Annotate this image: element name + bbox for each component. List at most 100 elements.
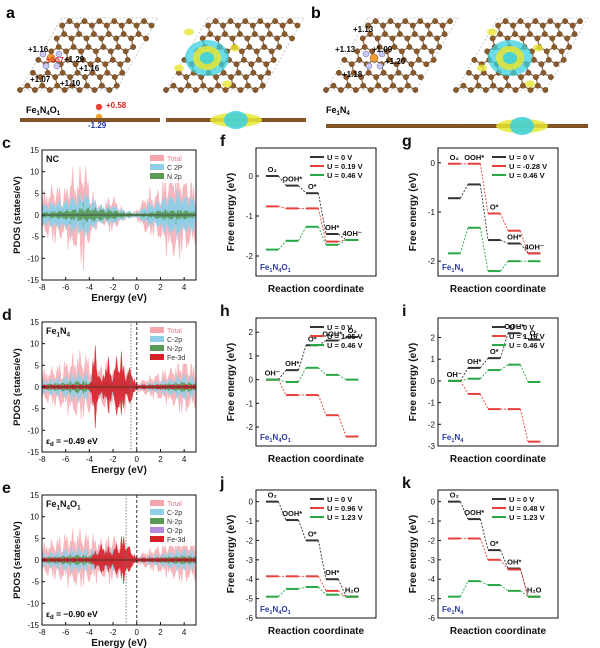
carbon-atom	[520, 82, 526, 89]
carbon-atom	[235, 69, 242, 76]
carbon-atom	[105, 31, 112, 37]
slab-atom	[91, 117, 97, 123]
slab-atom	[369, 123, 375, 129]
carbon-atom	[35, 57, 42, 63]
carbon-atom	[237, 31, 243, 37]
step-label: O₂	[530, 329, 539, 338]
carbon-atom	[432, 18, 439, 25]
panel-c-pdos: c -8 -6 -4 -2 0 2 4 15 10 5 0 -5 -10 -15 Energy (eV) PDO…	[2, 135, 197, 304]
legend-label: N-2p	[167, 519, 182, 526]
legend-swatch	[150, 527, 164, 533]
density-lobe	[533, 44, 543, 52]
carbon-atom	[354, 48, 361, 55]
carbon-atom	[390, 82, 396, 89]
slab-atom	[441, 123, 447, 129]
carbon-atom	[393, 61, 400, 68]
carbon-atom	[525, 69, 532, 76]
structure-name-part: 1	[269, 438, 272, 444]
epsilon-subscript: d	[50, 442, 54, 448]
structure-name-part: 4	[278, 268, 282, 274]
density-core	[503, 52, 517, 64]
carbon-atom	[372, 18, 379, 25]
legend-swatch	[150, 536, 164, 542]
density-lobe	[184, 28, 194, 36]
energy-connector-1-3	[338, 239, 347, 243]
carbon-atom	[388, 74, 394, 81]
carbon-atom	[374, 35, 381, 42]
panel-b-side-slab	[325, 123, 459, 129]
slab-atom	[293, 117, 299, 123]
structure-name: Fe1N4O1	[260, 605, 291, 616]
carbon-atom	[274, 35, 281, 42]
x-tick-label: 0	[135, 628, 140, 637]
carbon-atom	[53, 35, 60, 42]
slab-atom	[273, 117, 279, 123]
carbon-atom	[571, 31, 578, 37]
energy-connector-2-3	[338, 239, 347, 246]
slab-atom	[31, 117, 37, 123]
x-tick-label: -8	[38, 628, 46, 637]
step-label: OH*	[325, 568, 339, 577]
energy-connector-2-1	[479, 227, 489, 272]
slab-atom	[181, 117, 187, 123]
nitrogen-atom	[39, 50, 47, 58]
slab-atom	[413, 123, 419, 129]
carbon-atom	[365, 69, 372, 76]
structure-name-part: N	[272, 605, 278, 614]
energy-connector-2-3	[520, 590, 529, 598]
carbon-atom	[66, 18, 73, 25]
step-label: O*	[490, 347, 499, 356]
slab-atom	[467, 123, 473, 129]
carbon-atom	[505, 82, 512, 89]
carbon-atom	[119, 69, 126, 76]
energy-connector-0-0	[460, 184, 469, 199]
step-label: OH*	[325, 223, 339, 232]
y-axis-label: PDOS (states/eV)	[12, 348, 23, 426]
carbon-atom	[102, 61, 109, 68]
nitrogen-atom	[42, 62, 50, 70]
x-tick-label: -8	[38, 455, 46, 464]
energy-connector-0-1	[479, 518, 489, 551]
charge-label-a-5: +1.07	[30, 75, 51, 84]
slab-atom	[87, 117, 93, 123]
carbon-atom	[401, 57, 407, 63]
energy-connector-2-1	[298, 226, 307, 242]
slab-atom	[571, 123, 577, 129]
y-tick-label: -1	[246, 212, 254, 221]
slab-atom	[55, 117, 61, 123]
slab-atom	[131, 117, 137, 123]
structure-name-part: Fe	[442, 263, 452, 272]
carbon-atom	[367, 31, 374, 37]
slab-atom	[151, 117, 157, 123]
cell-boundary	[165, 17, 305, 91]
pdos-title: Fe1N4O1	[46, 499, 81, 511]
density-lobe	[174, 64, 184, 72]
energy-connector-1-1	[479, 393, 489, 410]
slab-atom	[147, 117, 153, 123]
panel-a-formula: Fe1N4O1	[26, 105, 61, 117]
structure-name: Fe1N4	[442, 433, 464, 444]
energy-connector-0-2	[499, 333, 509, 359]
carbon-atom	[31, 87, 38, 93]
carbon-atom	[345, 82, 352, 89]
carbon-atom	[419, 35, 426, 42]
carbon-atom	[61, 31, 68, 37]
energy-connector-1-2	[317, 208, 327, 242]
panel-a-side-view: Fe1N4O1 +0.58 -1.29	[19, 101, 307, 130]
pdos-area-n-2p-down	[41, 214, 197, 223]
panel-label: i	[402, 303, 406, 320]
carbon-atom	[97, 74, 103, 81]
carbon-atom	[412, 87, 419, 93]
pdos-title-part: N	[60, 499, 67, 509]
step-label: OH*	[467, 357, 481, 366]
energy-connector-1-0	[277, 379, 287, 396]
carbon-atom	[475, 82, 482, 89]
slab-atom	[353, 123, 359, 129]
slab-atom	[463, 123, 469, 129]
carbon-atom	[252, 87, 259, 93]
carbon-atom	[107, 48, 114, 55]
slab-atom	[397, 123, 403, 129]
carbon-atom	[222, 87, 229, 93]
y-tick-label: 5	[35, 189, 40, 198]
panel-g-free-energy: g 0 -1 -2 Reaction coordinate Free energy (eV…	[402, 133, 559, 295]
